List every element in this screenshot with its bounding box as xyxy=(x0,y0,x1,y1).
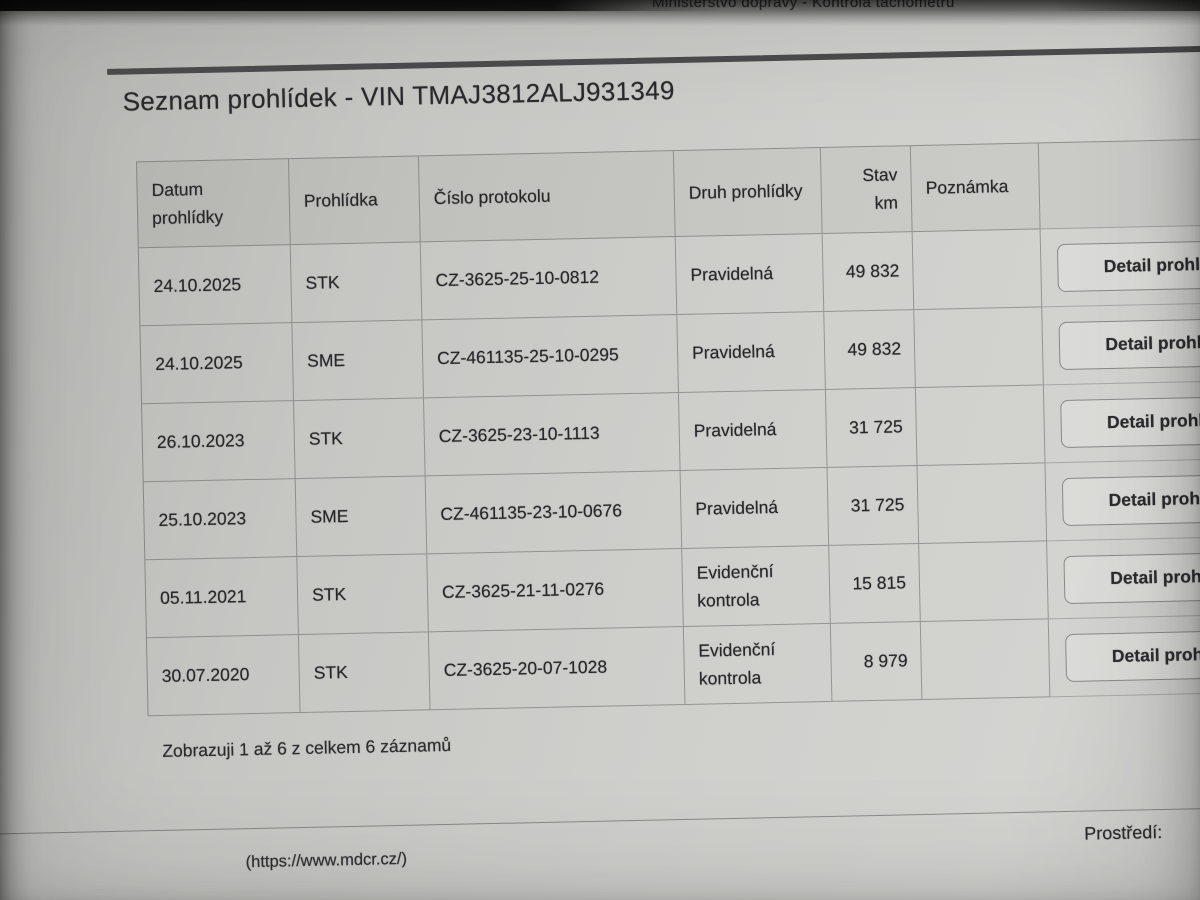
detail-button[interactable]: Detail prohlídky xyxy=(1065,628,1200,682)
cell-datum: 26.10.2023 xyxy=(142,401,296,483)
cell-datum: 30.07.2020 xyxy=(146,635,301,717)
cell-poznamka xyxy=(920,619,1051,700)
cell-actions: Detail prohlídky xyxy=(1043,380,1200,464)
cell-prohlidka: STK xyxy=(298,632,431,714)
cell-datum: 24.10.2025 xyxy=(138,245,293,327)
cell-druh: Pravidelná xyxy=(675,233,825,316)
column-header-stav_km: Stav km xyxy=(820,146,913,234)
column-header-cislo_protokolu: Číslo protokolu xyxy=(418,151,676,243)
column-header-actions xyxy=(1038,138,1200,230)
detail-button[interactable]: Detail prohlídky xyxy=(1056,238,1200,292)
cell-cislo_protokolu: CZ-461135-25-10-0295 xyxy=(422,315,679,399)
cell-druh: Pravidelná xyxy=(680,467,830,549)
cell-stav_km: 49 832 xyxy=(824,310,916,390)
cell-poznamka xyxy=(917,463,1048,545)
cell-poznamka xyxy=(915,385,1046,467)
detail-button[interactable]: Detail prohlídky xyxy=(1063,550,1200,604)
page-title: Seznam prohlídek - VIN TMAJ3812ALJ931349 xyxy=(122,75,675,117)
cell-datum: 25.10.2023 xyxy=(143,479,298,561)
screen-top-bar xyxy=(0,0,1200,11)
footer-divider xyxy=(0,805,1200,835)
cell-cislo_protokolu: CZ-3625-20-07-1028 xyxy=(428,626,686,711)
cell-prohlidka: SME xyxy=(292,320,424,402)
cell-stav_km: 31 725 xyxy=(825,388,918,468)
cell-prohlidka: STK xyxy=(290,242,423,324)
cell-prohlidka: STK xyxy=(297,554,429,636)
column-header-datum: Datum prohlídky xyxy=(136,159,291,249)
inspections-table: Datum prohlídky Prohlídka Číslo protokolu D… xyxy=(135,137,1200,717)
cell-actions: Detail prohlídky xyxy=(1040,224,1200,308)
cell-actions: Detail prohlídky xyxy=(1045,458,1200,542)
cell-actions: Detail prohlídky xyxy=(1042,302,1200,386)
cell-actions: Detail prohlídky xyxy=(1047,536,1200,620)
cell-stav_km: 31 725 xyxy=(827,466,920,546)
column-header-prohlidka: Prohlídka xyxy=(288,156,421,246)
records-summary: Zobrazuji 1 až 6 z celkem 6 záznamů xyxy=(162,734,452,761)
cell-prohlidka: SME xyxy=(295,476,428,558)
cell-stav_km: 49 832 xyxy=(822,232,915,312)
cell-poznamka xyxy=(919,541,1049,623)
cell-prohlidka: STK xyxy=(294,398,426,480)
detail-button[interactable]: Detail prohlídky xyxy=(1061,472,1200,526)
cell-stav_km: 15 815 xyxy=(829,544,921,624)
cell-cislo_protokolu: CZ-461135-23-10-0676 xyxy=(425,471,683,555)
cell-datum: 24.10.2025 xyxy=(140,323,295,405)
column-header-poznamka: Poznámka xyxy=(910,143,1041,233)
column-header-druh: Druh prohlídky xyxy=(673,147,823,238)
cell-cislo_protokolu: CZ-3625-25-10-0812 xyxy=(420,237,678,321)
cell-stav_km: 8 979 xyxy=(830,622,923,702)
cell-druh: Pravidelná xyxy=(677,311,826,394)
cell-actions: Detail prohlídky xyxy=(1048,614,1200,698)
cell-druh: Evidenční kontrola xyxy=(682,545,831,627)
detail-button[interactable]: Detail prohlídky xyxy=(1060,394,1200,448)
ministry-header-title: Ministerstvo dopravy - Kontrola tachomet… xyxy=(652,0,955,11)
cell-druh: Pravidelná xyxy=(678,389,828,472)
cell-datum: 05.11.2021 xyxy=(145,557,299,639)
detail-button[interactable]: Detail prohlídky xyxy=(1058,316,1200,370)
cell-cislo_protokolu: CZ-3625-23-10-1113 xyxy=(423,393,681,477)
source-url[interactable]: (https://www.mdcr.cz/) xyxy=(245,849,408,872)
cell-poznamka xyxy=(914,307,1044,389)
environment-label: Prostředí: xyxy=(1084,822,1163,844)
cell-cislo_protokolu: CZ-3625-21-11-0276 xyxy=(427,548,684,633)
title-rule-divider xyxy=(107,44,1200,75)
cell-poznamka xyxy=(912,229,1043,311)
cell-druh: Evidenční kontrola xyxy=(683,623,833,705)
